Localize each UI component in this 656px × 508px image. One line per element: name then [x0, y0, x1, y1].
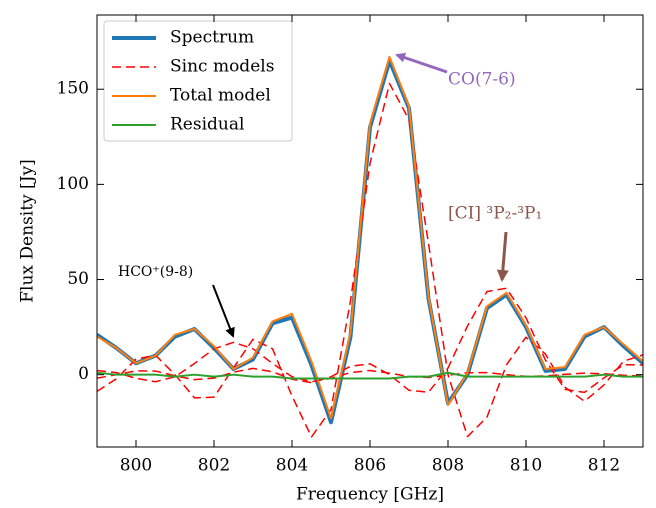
x-tick-label: 812 [588, 456, 620, 476]
x-tick-label: 804 [276, 456, 308, 476]
annotation-arrow [395, 52, 448, 74]
series-line [97, 287, 643, 394]
legend-label: Residual [170, 115, 244, 135]
x-tick-label: 808 [432, 456, 464, 476]
x-axis-title: Frequency [GHz] [296, 485, 444, 505]
y-tick-label: 50 [67, 269, 89, 289]
y-axis-title: Flux Density [Jy] [18, 159, 38, 303]
legend-label: Sinc models [170, 57, 274, 77]
y-tick-label: 0 [78, 364, 89, 384]
y-tick-label: 100 [57, 174, 89, 194]
legend-label: Total model [170, 86, 271, 106]
series-line [97, 371, 643, 380]
legend [103, 20, 293, 142]
y-tick-label: 150 [57, 79, 89, 99]
series-line [97, 55, 643, 420]
series-line [97, 341, 643, 383]
legend-entries: Spectrum Sinc models Total model Residual [112, 28, 274, 135]
annotation-arrow [212, 284, 235, 338]
annotation: HCO⁺(9-8) [118, 264, 193, 280]
annotation-arrow [496, 231, 509, 282]
legend-label: Spectrum [170, 28, 254, 48]
series-line [97, 82, 643, 438]
x-tick-label: 806 [354, 456, 386, 476]
x-tick-label: 802 [198, 456, 230, 476]
x-tick-label: 810 [510, 456, 542, 476]
x-tick-label: 800 [120, 456, 152, 476]
annotation: [CI] ³P₂-³P₁ [448, 204, 542, 224]
annotation: CO(7-6) [448, 70, 516, 90]
plot-area [97, 55, 643, 438]
